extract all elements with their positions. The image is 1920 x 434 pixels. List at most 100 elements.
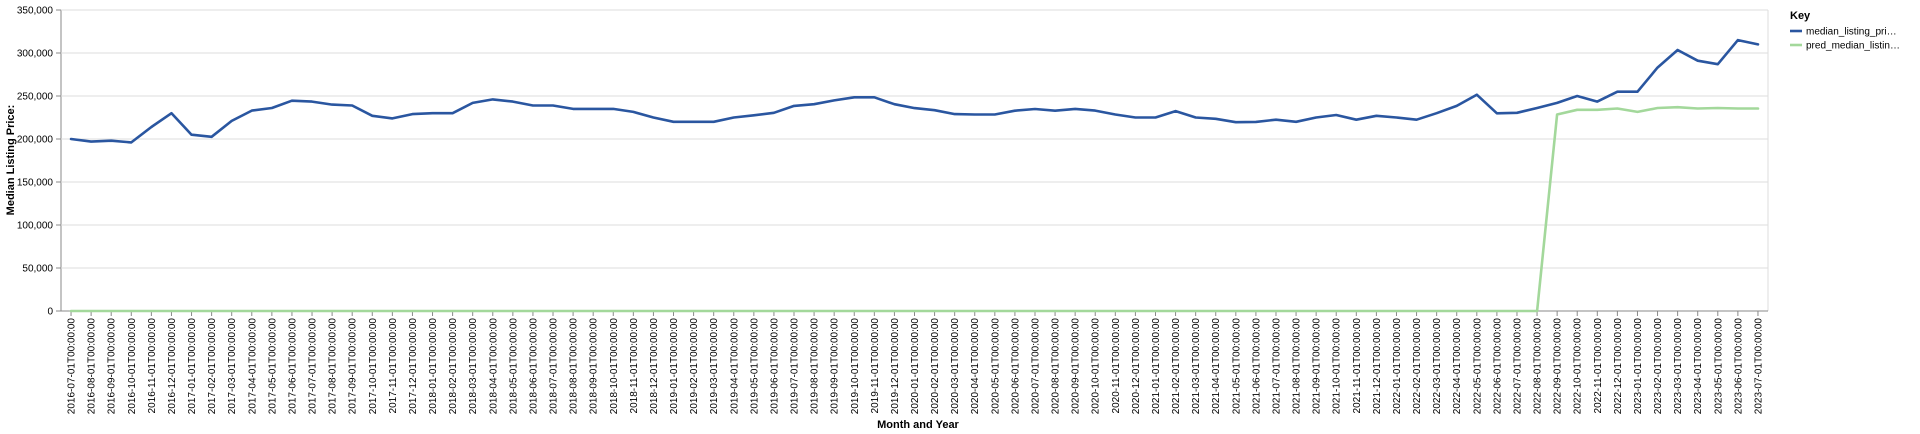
x-tick-label: 2022-08-01T00:00:00 [1533,318,1544,415]
x-tick-label: 2022-10-01T00:00:00 [1573,318,1584,415]
x-tick-label: 2021-08-01T00:00:00 [1292,318,1303,415]
y-tick-label: 200,000 [17,135,54,146]
x-tick-label: 2017-05-01T00:00:00 [267,318,278,415]
x-tick-label: 2017-07-01T00:00:00 [308,318,319,415]
x-tick-label: 2019-10-01T00:00:00 [850,318,861,415]
x-tick-label: 2016-11-01T00:00:00 [147,318,158,414]
x-tick-label: 2018-03-01T00:00:00 [468,318,479,415]
x-tick-label: 2017-03-01T00:00:00 [227,318,238,415]
series-line-1 [69,38,1760,144]
y-axis-title: Median Listing Price: [5,105,17,216]
x-tick-label: 2019-05-01T00:00:00 [749,318,760,415]
x-tick-label: 2022-01-01T00:00:00 [1392,318,1403,415]
x-tick-label: 2018-02-01T00:00:00 [448,318,459,415]
x-tick-label: 2018-04-01T00:00:00 [488,318,499,415]
x-tick-label: 2023-01-01T00:00:00 [1633,318,1644,415]
x-tick-label: 2018-10-01T00:00:00 [609,318,620,415]
x-tick-label: 2021-07-01T00:00:00 [1271,318,1282,415]
x-tick-label: 2018-09-01T00:00:00 [589,318,600,415]
grid-lines [60,9,1769,312]
x-tick-label: 2018-12-01T00:00:00 [649,318,660,415]
y-tick-label: 350,000 [17,6,54,17]
x-tick-label: 2019-07-01T00:00:00 [790,318,801,415]
x-axis: 2016-07-01T00:00:00 2016-08-01T00:00:00 20… [67,311,1764,415]
x-tick-label: 2022-04-01T00:00:00 [1452,318,1463,415]
legend-label: pred_median_listin… [1806,41,1900,52]
x-tick-label: 2016-08-01T00:00:00 [87,318,98,415]
x-tick-label: 2021-02-01T00:00:00 [1171,318,1182,415]
x-tick-label: 2021-09-01T00:00:00 [1312,318,1323,415]
x-tick-label: 2020-09-01T00:00:00 [1071,318,1082,415]
x-tick-label: 2016-07-01T00:00:00 [67,318,78,415]
legend-label: median_listing_pri… [1806,27,1897,38]
x-tick-label: 2017-11-01T00:00:00 [388,318,399,414]
x-tick-label: 2017-01-01T00:00:00 [187,318,198,415]
x-tick-label: 2019-08-01T00:00:00 [810,318,821,415]
x-tick-label: 2018-06-01T00:00:00 [528,318,539,415]
x-tick-label: 2023-04-01T00:00:00 [1693,318,1704,415]
x-tick-label: 2018-11-01T00:00:00 [629,318,640,414]
x-tick-label: 2020-01-01T00:00:00 [910,318,921,415]
x-tick-label: 2018-01-01T00:00:00 [428,318,439,415]
y-tick-label: 250,000 [17,92,54,103]
x-tick-label: 2023-06-01T00:00:00 [1733,318,1744,415]
x-tick-label: 2020-03-01T00:00:00 [950,318,961,415]
series-line-2 [69,105,1760,313]
x-tick-label: 2019-06-01T00:00:00 [769,318,780,415]
x-tick-label: 2022-11-01T00:00:00 [1593,318,1604,414]
x-tick-label: 2020-11-01T00:00:00 [1111,318,1122,414]
x-tick-label: 2022-03-01T00:00:00 [1432,318,1443,415]
series-points-1 [71,40,1758,143]
series-layer [69,38,1760,313]
x-tick-label: 2023-07-01T00:00:00 [1753,318,1764,415]
x-tick-label: 2021-01-01T00:00:00 [1151,318,1162,415]
x-tick-label: 2023-03-01T00:00:00 [1673,318,1684,415]
y-axis: 0 50,000 100,000 150,000 200,000 250,000 300,0… [17,6,61,318]
y-tick-label: 50,000 [22,264,53,275]
x-tick-label: 2020-10-01T00:00:00 [1091,318,1102,415]
x-tick-label: 2017-09-01T00:00:00 [348,318,359,415]
x-tick-label: 2017-08-01T00:00:00 [328,318,339,415]
x-tick-label: 2022-05-01T00:00:00 [1472,318,1483,415]
x-tick-label: 2016-12-01T00:00:00 [167,318,178,415]
y-tick-label: 150,000 [17,178,54,189]
x-tick-label: 2018-08-01T00:00:00 [569,318,580,415]
x-axis-title: Month and Year [877,419,959,431]
legend: Key median_listing_pri… pred_median_listi… [1790,10,1900,52]
x-tick-label: 2021-05-01T00:00:00 [1231,318,1242,415]
x-tick-label: 2017-02-01T00:00:00 [207,318,218,415]
x-tick-label: 2022-09-01T00:00:00 [1553,318,1564,415]
x-tick-label: 2023-05-01T00:00:00 [1713,318,1724,415]
x-tick-label: 2017-06-01T00:00:00 [287,318,298,415]
x-tick-label: 2016-09-01T00:00:00 [107,318,118,415]
x-tick-label: 2016-10-01T00:00:00 [127,318,138,415]
x-tick-label: 2018-07-01T00:00:00 [549,318,560,415]
x-tick-label: 2021-04-01T00:00:00 [1211,318,1222,415]
x-tick-label: 2023-02-01T00:00:00 [1653,318,1664,415]
legend-title: Key [1790,10,1811,22]
x-tick-label: 2021-10-01T00:00:00 [1332,318,1343,415]
x-tick-label: 2019-04-01T00:00:00 [729,318,740,415]
x-tick-label: 2022-06-01T00:00:00 [1492,318,1503,415]
y-tick-label: 0 [47,307,53,318]
x-tick-label: 2017-04-01T00:00:00 [247,318,258,415]
x-tick-label: 2017-12-01T00:00:00 [408,318,419,415]
x-tick-label: 2020-06-01T00:00:00 [1010,318,1021,415]
x-tick-label: 2020-12-01T00:00:00 [1131,318,1142,415]
x-tick-label: 2020-08-01T00:00:00 [1051,318,1062,415]
x-tick-label: 2019-12-01T00:00:00 [890,318,901,415]
x-tick-label: 2020-04-01T00:00:00 [970,318,981,415]
x-tick-label: 2018-05-01T00:00:00 [508,318,519,415]
x-tick-label: 2022-02-01T00:00:00 [1412,318,1423,415]
y-tick-label: 300,000 [17,49,54,60]
x-tick-label: 2019-09-01T00:00:00 [830,318,841,415]
series-points-2 [71,107,1758,312]
x-tick-label: 2021-03-01T00:00:00 [1191,318,1202,415]
y-tick-label: 100,000 [17,221,54,232]
x-tick-label: 2019-02-01T00:00:00 [689,318,700,415]
x-tick-label: 2021-06-01T00:00:00 [1251,318,1262,415]
x-tick-label: 2022-12-01T00:00:00 [1613,318,1624,415]
x-tick-label: 2019-01-01T00:00:00 [669,318,680,415]
x-tick-label: 2021-12-01T00:00:00 [1372,318,1383,415]
